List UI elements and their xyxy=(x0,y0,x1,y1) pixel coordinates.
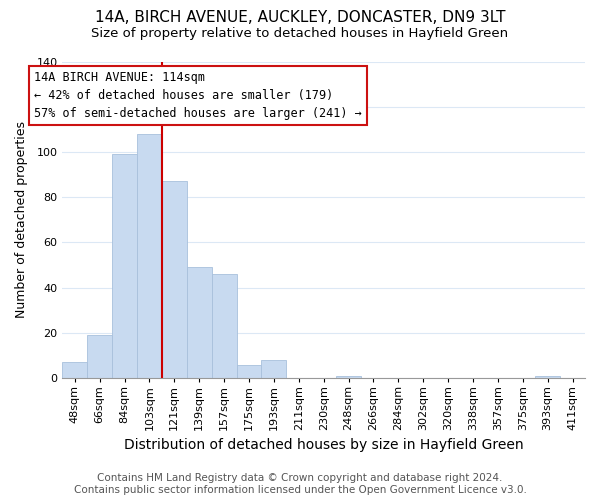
Bar xyxy=(187,268,212,378)
Bar xyxy=(62,362,87,378)
Bar xyxy=(162,182,187,378)
Bar xyxy=(87,335,112,378)
Bar xyxy=(212,274,236,378)
X-axis label: Distribution of detached houses by size in Hayfield Green: Distribution of detached houses by size … xyxy=(124,438,523,452)
Bar xyxy=(336,376,361,378)
Bar xyxy=(112,154,137,378)
Bar xyxy=(137,134,162,378)
Bar xyxy=(535,376,560,378)
Bar xyxy=(262,360,286,378)
Text: 14A BIRCH AVENUE: 114sqm
← 42% of detached houses are smaller (179)
57% of semi-: 14A BIRCH AVENUE: 114sqm ← 42% of detach… xyxy=(34,71,362,120)
Y-axis label: Number of detached properties: Number of detached properties xyxy=(15,122,28,318)
Text: 14A, BIRCH AVENUE, AUCKLEY, DONCASTER, DN9 3LT: 14A, BIRCH AVENUE, AUCKLEY, DONCASTER, D… xyxy=(95,10,505,25)
Text: Contains HM Land Registry data © Crown copyright and database right 2024.
Contai: Contains HM Land Registry data © Crown c… xyxy=(74,474,526,495)
Bar xyxy=(236,364,262,378)
Text: Size of property relative to detached houses in Hayfield Green: Size of property relative to detached ho… xyxy=(91,28,509,40)
